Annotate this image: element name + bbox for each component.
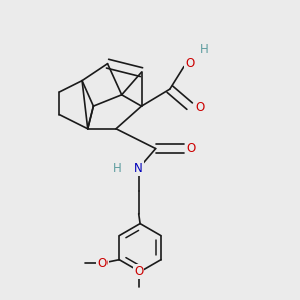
Text: N: N (134, 162, 143, 175)
Text: H: H (113, 162, 122, 175)
Text: O: O (97, 257, 106, 270)
Text: O: O (186, 142, 196, 155)
Text: O: O (195, 101, 204, 114)
Text: O: O (185, 57, 194, 70)
Text: O: O (185, 57, 194, 70)
Text: H: H (200, 43, 208, 56)
Text: O: O (134, 265, 143, 278)
Text: H: H (200, 43, 208, 56)
Text: O: O (134, 265, 143, 278)
Text: O: O (99, 257, 108, 270)
